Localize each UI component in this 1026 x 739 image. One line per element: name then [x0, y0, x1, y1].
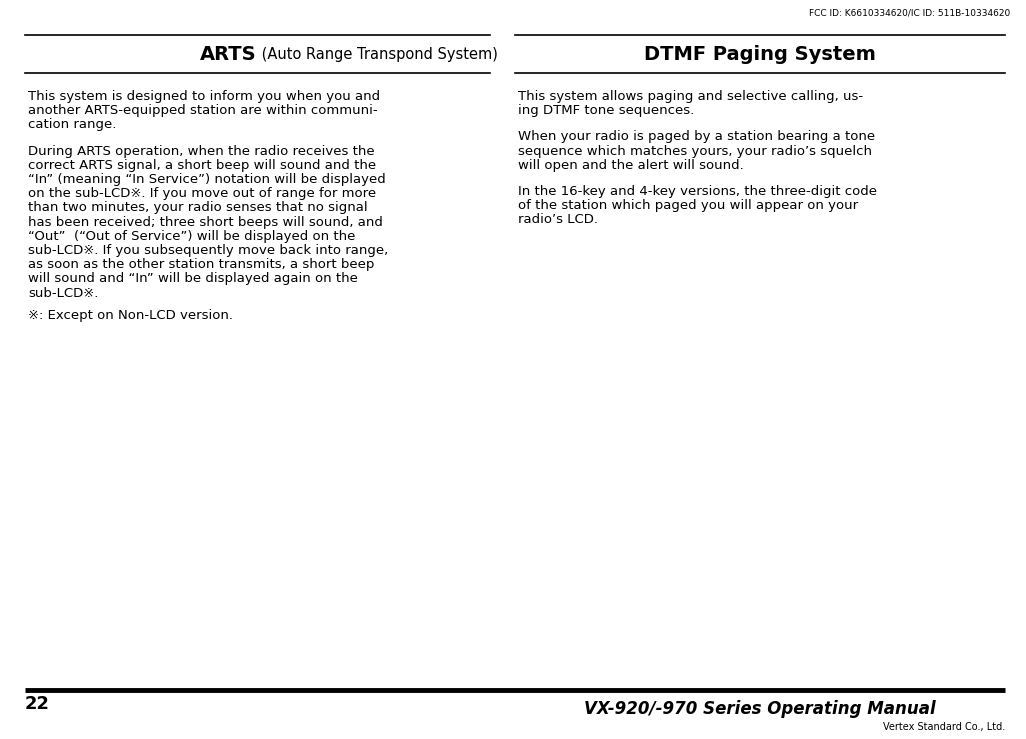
- Text: FCC ID: K6610334620/IC ID: 511B-10334620: FCC ID: K6610334620/IC ID: 511B-10334620: [808, 8, 1010, 17]
- Text: This system is designed to inform you when you and: This system is designed to inform you wh…: [28, 90, 380, 103]
- Text: During ARTS operation, when the radio receives the: During ARTS operation, when the radio re…: [28, 145, 374, 157]
- Text: on the sub-LCD※. If you move out of range for more: on the sub-LCD※. If you move out of rang…: [28, 187, 377, 200]
- Text: DTMF Paging System: DTMF Paging System: [644, 44, 876, 64]
- Text: When your radio is paged by a station bearing a tone: When your radio is paged by a station be…: [518, 130, 875, 143]
- Text: has been received; three short beeps will sound, and: has been received; three short beeps wil…: [28, 216, 383, 228]
- Text: as soon as the other station transmits, a short beep: as soon as the other station transmits, …: [28, 258, 374, 271]
- Text: ing DTMF tone sequences.: ing DTMF tone sequences.: [518, 104, 695, 118]
- Text: of the station which paged you will appear on your: of the station which paged you will appe…: [518, 200, 858, 212]
- Text: will open and the alert will sound.: will open and the alert will sound.: [518, 159, 744, 171]
- Text: ARTS: ARTS: [200, 44, 256, 64]
- Text: another ARTS-equipped station are within communi-: another ARTS-equipped station are within…: [28, 104, 378, 118]
- Text: than two minutes, your radio senses that no signal: than two minutes, your radio senses that…: [28, 202, 367, 214]
- Text: (Auto Range Transpond System): (Auto Range Transpond System): [256, 47, 498, 61]
- Text: correct ARTS signal, a short beep will sound and the: correct ARTS signal, a short beep will s…: [28, 159, 377, 171]
- Text: will sound and “In” will be displayed again on the: will sound and “In” will be displayed ag…: [28, 273, 358, 285]
- Text: sub-LCD※.: sub-LCD※.: [28, 287, 98, 299]
- Text: cation range.: cation range.: [28, 118, 116, 132]
- Text: This system allows paging and selective calling, us-: This system allows paging and selective …: [518, 90, 863, 103]
- Text: “Out”  (“Out of Service”) will be displayed on the: “Out” (“Out of Service”) will be display…: [28, 230, 355, 243]
- Text: Vertex Standard Co., Ltd.: Vertex Standard Co., Ltd.: [882, 722, 1005, 732]
- Text: VX-920/-970 Series Operating Manual: VX-920/-970 Series Operating Manual: [584, 700, 936, 718]
- Text: sub-LCD※. If you subsequently move back into range,: sub-LCD※. If you subsequently move back …: [28, 244, 388, 257]
- Text: sequence which matches yours, your radio’s squelch: sequence which matches yours, your radio…: [518, 145, 872, 157]
- Text: In the 16-key and 4-key versions, the three-digit code: In the 16-key and 4-key versions, the th…: [518, 185, 877, 198]
- Text: “In” (meaning “In Service”) notation will be displayed: “In” (meaning “In Service”) notation wil…: [28, 173, 386, 186]
- Text: radio’s LCD.: radio’s LCD.: [518, 214, 598, 226]
- Text: 22: 22: [25, 695, 50, 713]
- Text: ※: Except on Non-LCD version.: ※: Except on Non-LCD version.: [28, 309, 233, 321]
